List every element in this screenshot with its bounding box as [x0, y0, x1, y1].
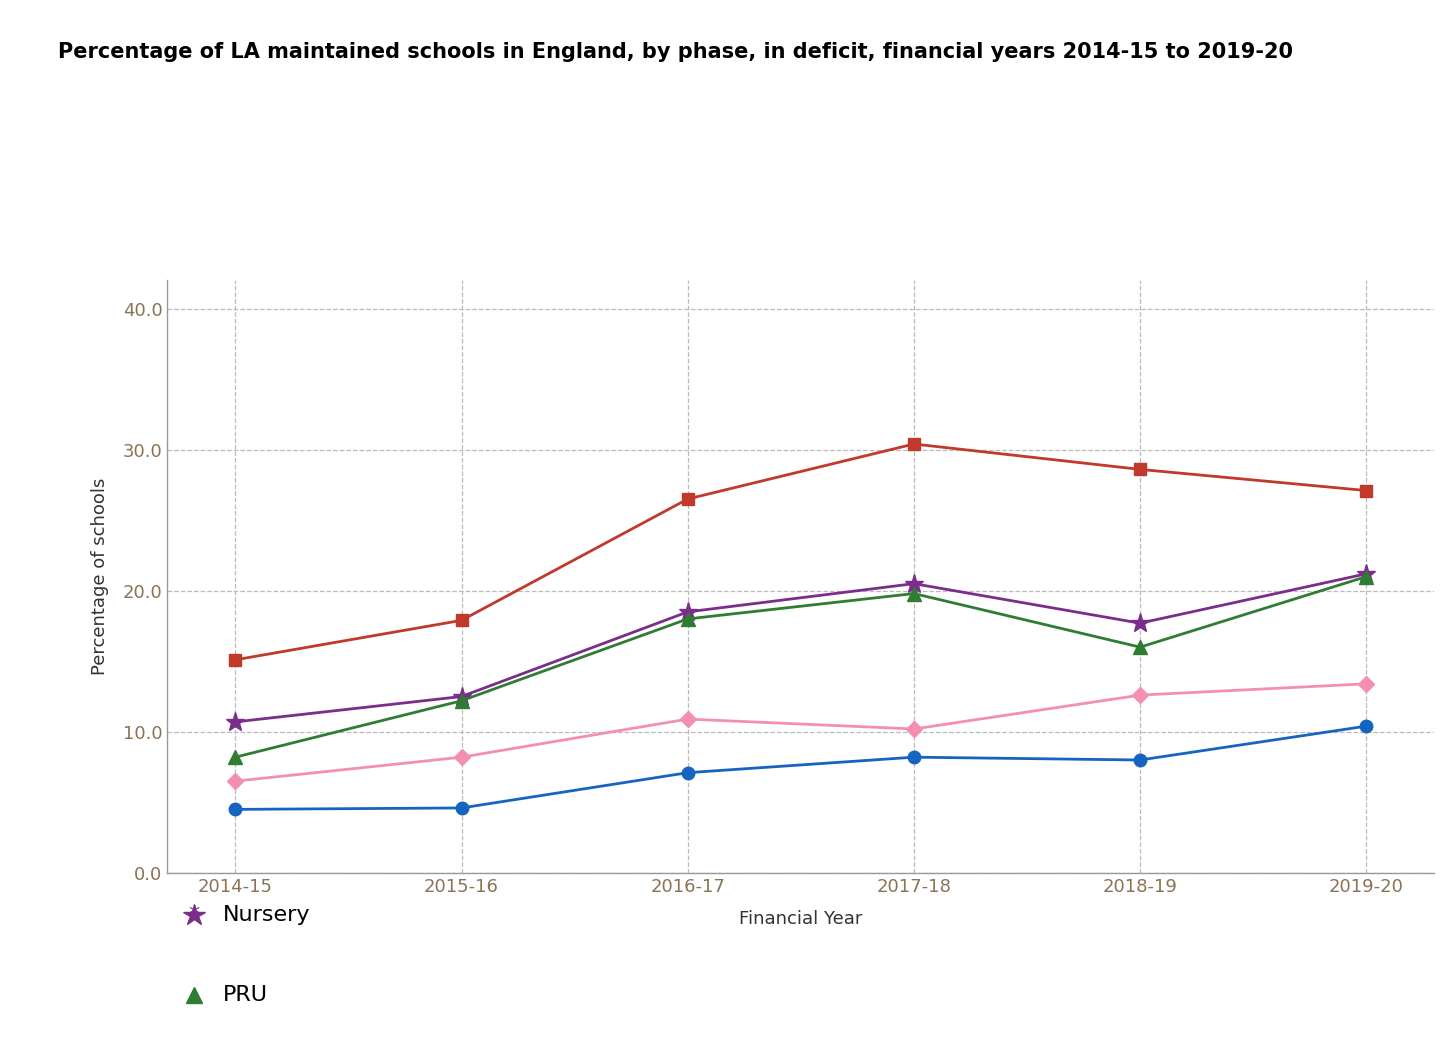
Primary	[678, 766, 696, 779]
Primary	[1357, 719, 1374, 732]
X-axis label: Financial Year: Financial Year	[740, 910, 862, 928]
Line: PRU: PRU	[229, 569, 1373, 764]
Line: Special: Special	[230, 678, 1372, 787]
Secondary	[1131, 463, 1149, 476]
Nursery	[227, 715, 245, 728]
Nursery	[453, 690, 470, 703]
Y-axis label: Percentage of schools: Percentage of schools	[90, 478, 109, 675]
PRU	[1131, 641, 1149, 654]
Text: PRU: PRU	[223, 985, 268, 1004]
Secondary	[453, 614, 470, 626]
PRU	[227, 751, 245, 764]
Secondary	[227, 654, 245, 667]
Special	[453, 751, 470, 764]
Primary	[1131, 753, 1149, 766]
Special	[1131, 689, 1149, 701]
PRU	[906, 587, 923, 600]
Secondary	[906, 438, 923, 451]
Primary	[227, 803, 245, 816]
Nursery	[1357, 567, 1374, 580]
Primary	[906, 751, 923, 764]
Secondary	[1357, 485, 1374, 497]
Special	[227, 774, 245, 787]
Text: Percentage of LA maintained schools in England, by phase, in deficit, financial : Percentage of LA maintained schools in E…	[58, 42, 1293, 62]
Special	[678, 713, 696, 726]
Line: Secondary: Secondary	[229, 438, 1373, 667]
PRU	[678, 613, 696, 625]
Line: Nursery: Nursery	[226, 564, 1376, 732]
PRU	[1357, 570, 1374, 583]
PRU	[453, 694, 470, 707]
Special	[1357, 677, 1374, 690]
Nursery	[1131, 617, 1149, 630]
Nursery	[678, 605, 696, 618]
Nursery	[906, 578, 923, 590]
Special	[906, 723, 923, 735]
Primary	[453, 802, 470, 815]
Line: Primary: Primary	[229, 719, 1373, 816]
Secondary	[678, 493, 696, 506]
Text: *: *	[188, 906, 199, 925]
Text: Nursery: Nursery	[223, 906, 310, 925]
